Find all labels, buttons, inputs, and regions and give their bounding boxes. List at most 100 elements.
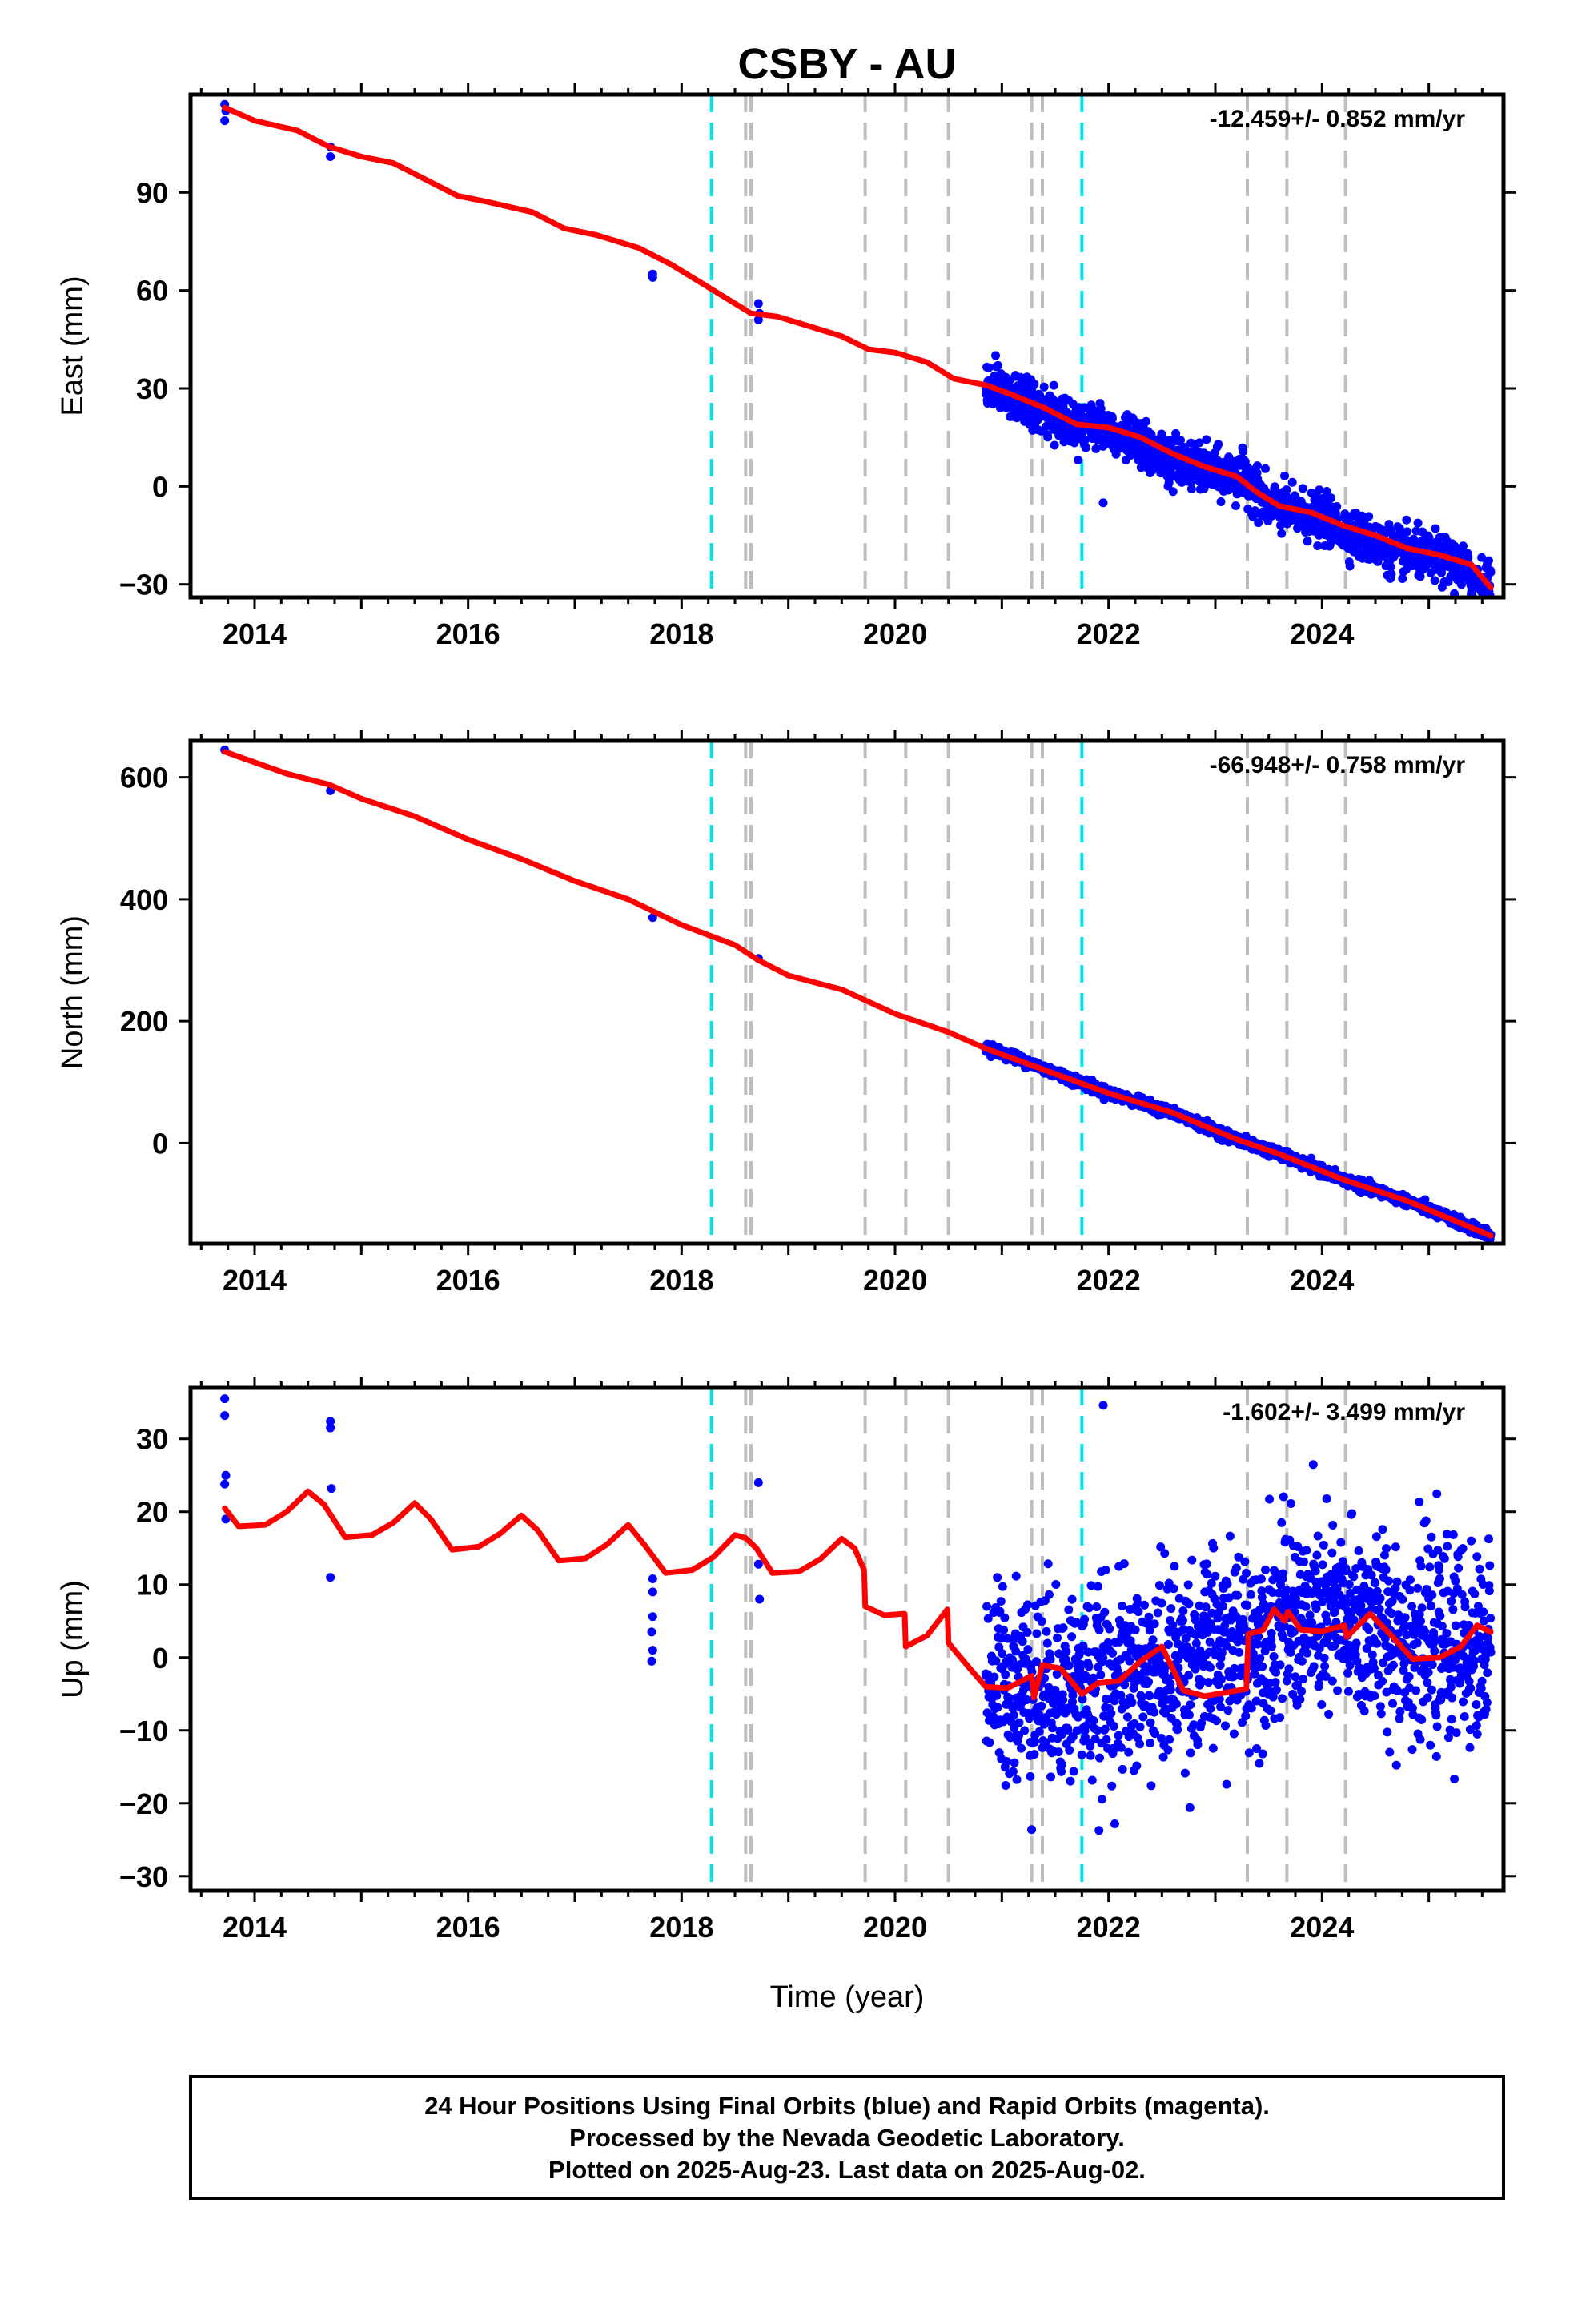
data-point [1407, 1703, 1417, 1713]
data-point [1473, 1602, 1483, 1611]
data-point [1122, 1712, 1132, 1722]
data-point [993, 1703, 1002, 1712]
data-point [1465, 1725, 1475, 1735]
data-point [1482, 609, 1491, 617]
data-point [1250, 1669, 1259, 1679]
y-tick-label: 0 [152, 470, 168, 503]
data-point [1371, 1532, 1381, 1542]
data-point [1157, 1733, 1166, 1743]
data-point [1342, 1566, 1351, 1576]
data-point [1479, 1607, 1488, 1617]
data-point [1146, 1781, 1156, 1791]
data-point [1459, 1697, 1468, 1707]
data-point [1280, 471, 1290, 480]
data-point [1057, 1759, 1066, 1769]
data-point [1426, 1740, 1435, 1750]
data-point [1001, 1780, 1010, 1790]
data-point [1459, 541, 1468, 551]
data-point [996, 1597, 1006, 1606]
data-point [648, 272, 657, 282]
data-point [1450, 589, 1460, 597]
data-point [1132, 1761, 1142, 1771]
data-point [1191, 1638, 1201, 1648]
data-point [1225, 1531, 1235, 1541]
data-point [1234, 1552, 1243, 1562]
data-point [1063, 1725, 1073, 1735]
data-point [1068, 1691, 1078, 1700]
data-point [993, 1573, 1002, 1582]
data-point [1289, 1627, 1299, 1637]
data-point [1067, 1594, 1077, 1604]
data-point [1464, 1676, 1474, 1686]
data-point [1062, 1647, 1071, 1656]
data-point [753, 315, 763, 324]
data-point [1282, 485, 1291, 495]
data-point [1486, 567, 1496, 577]
data-point [1180, 1768, 1190, 1778]
data-point [1165, 1735, 1174, 1744]
data-point [1096, 1670, 1106, 1679]
data-point [1298, 484, 1307, 493]
data-point [1004, 1693, 1014, 1703]
data-point [1098, 498, 1108, 508]
data-point [1303, 1648, 1312, 1658]
data-point [1483, 1668, 1492, 1678]
data-point [1109, 1722, 1118, 1731]
x-tick-label: 2018 [649, 1911, 713, 1944]
data-point [753, 1478, 763, 1487]
data-point [1315, 485, 1324, 495]
data-point [1287, 1498, 1296, 1508]
y-tick-label: −10 [119, 1715, 168, 1747]
data-point [1139, 1600, 1149, 1610]
data-point [1130, 1625, 1140, 1634]
data-point [1093, 1726, 1102, 1735]
data-point [1412, 1638, 1422, 1648]
data-point [1293, 1680, 1303, 1690]
data-point [1345, 561, 1355, 571]
data-point [1219, 1602, 1228, 1611]
data-point [1135, 1722, 1145, 1731]
data-point [648, 1612, 657, 1622]
data-point [1260, 1647, 1270, 1656]
data-point [1113, 1667, 1122, 1676]
y-tick-label: 0 [152, 1642, 168, 1675]
data-point [221, 1470, 231, 1480]
data-point [1187, 1555, 1197, 1565]
model-line [222, 1488, 1494, 1701]
data-point [1387, 1596, 1397, 1606]
data-point [1442, 1530, 1452, 1539]
data-point [1387, 1609, 1396, 1618]
data-point [1403, 527, 1412, 537]
data-point [1206, 1704, 1215, 1714]
model-line [222, 749, 1494, 1239]
data-point [1087, 1775, 1097, 1785]
data-point [1451, 1576, 1460, 1586]
data-point [1093, 1582, 1102, 1591]
data-point [1014, 1718, 1024, 1727]
data-point [1184, 1599, 1194, 1609]
data-point [1230, 1663, 1239, 1673]
data-point [1106, 1708, 1116, 1718]
data-point [1261, 1565, 1271, 1574]
data-point [1141, 1700, 1150, 1710]
data-point [1423, 1667, 1433, 1677]
data-point [1420, 1195, 1430, 1204]
data-point [1203, 1627, 1212, 1637]
data-point [1166, 1604, 1176, 1614]
data-point [647, 1656, 656, 1666]
data-point [1269, 1651, 1279, 1661]
model-line [222, 104, 1494, 591]
data-point [755, 1594, 765, 1604]
data-point [1267, 1634, 1276, 1644]
data-point [1277, 1518, 1287, 1527]
data-point [753, 1559, 763, 1569]
data-point [1195, 438, 1204, 448]
y-axis-label: East (mm) [56, 275, 90, 416]
data-point [1432, 1489, 1442, 1498]
data-point [1336, 1538, 1346, 1547]
data-point [1009, 1711, 1018, 1720]
data-point [1051, 1580, 1061, 1590]
data-point [1090, 1734, 1100, 1743]
data-point [1443, 1542, 1452, 1551]
data-point [1410, 1663, 1419, 1672]
